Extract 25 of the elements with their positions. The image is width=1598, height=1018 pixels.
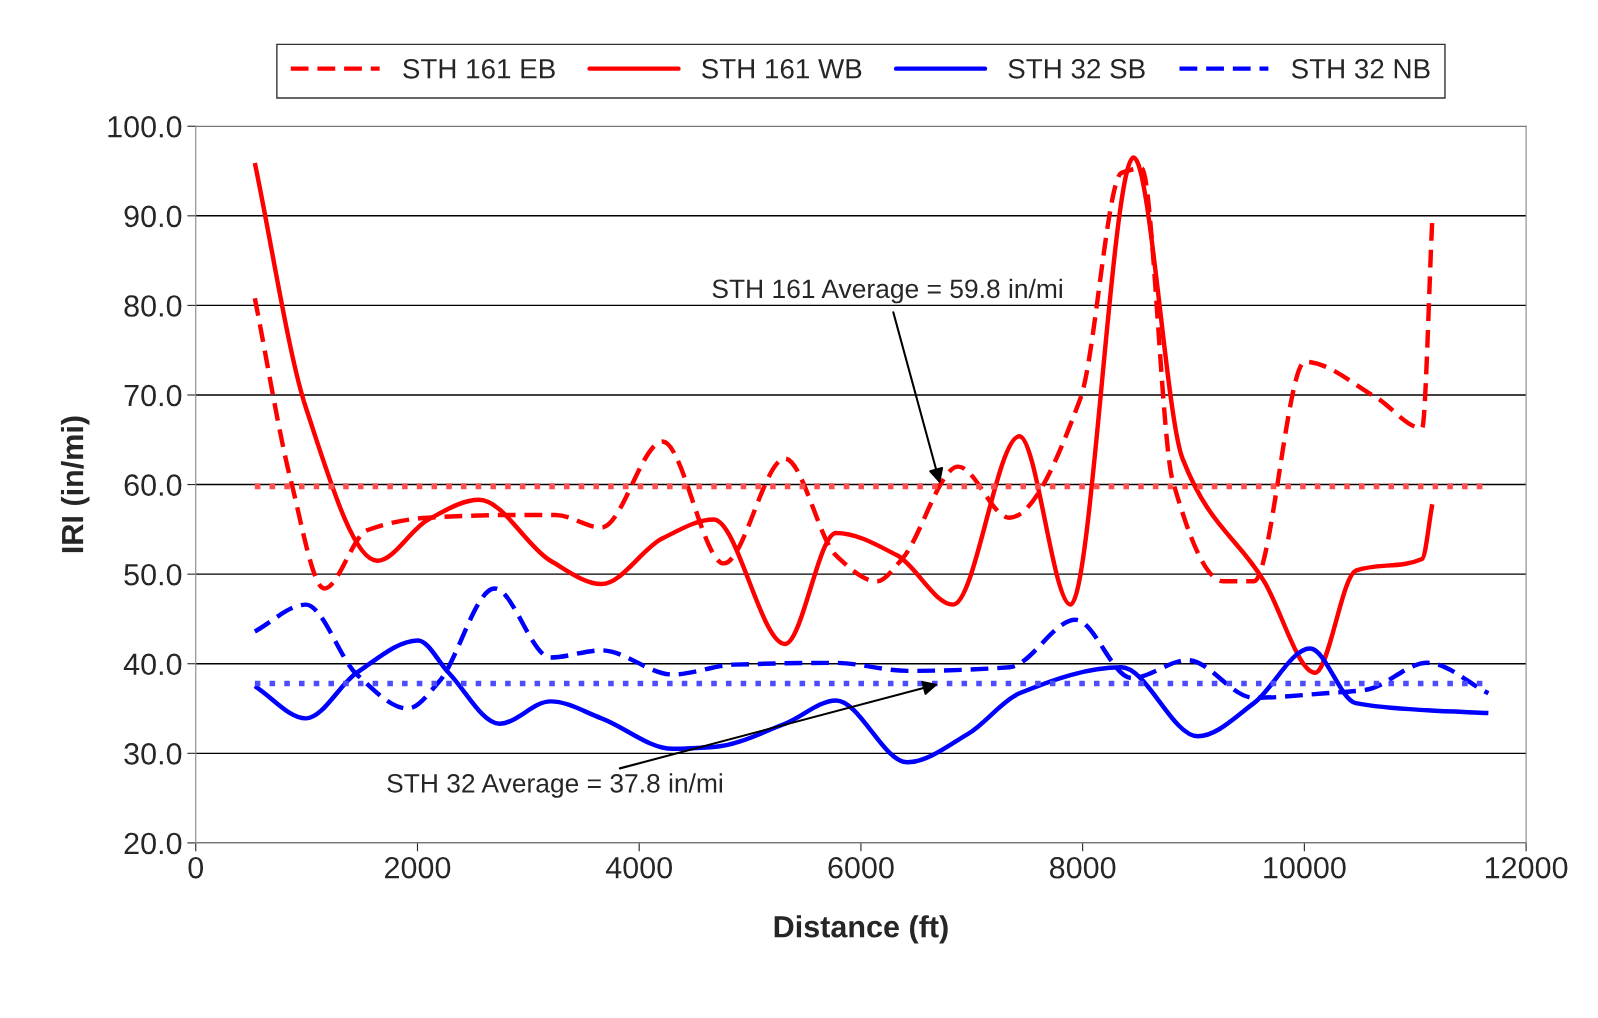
y-tick-label: 100.0 [108,115,182,138]
x-tick-label: 8000 [1049,856,1116,879]
legend-label: STH 32 SB [1008,58,1145,79]
x-tick-label: 2000 [385,856,451,879]
x-tick-label: 12000 [1485,856,1568,879]
line-series [252,155,1435,675]
legend-label: STH 32 NB [1291,58,1430,79]
x-tick-label: 4000 [605,856,672,879]
ref-line-label: STH 161 Average = 59.8 in/mi [712,278,1062,304]
x-tick-label: 10000 [1264,856,1346,879]
y-tick-label: 70.0 [124,384,182,407]
y-tick-label: 60.0 [124,474,182,496]
y-tick-label: 80.0 [124,295,182,317]
y-tick-label: 30.0 [124,743,182,765]
y-tick-label: 90.0 [124,205,182,228]
y-tick-label: 40.0 [123,653,182,676]
legend-label: STH 161 EB [403,58,555,79]
x-tick-label: 0 [188,856,204,879]
y-axis-title: IRI (in/mi) [60,416,90,553]
ref-line-label: STH 32 Average = 37.8 in/mi [387,773,722,798]
x-axis-title: Distance (ft) [774,915,948,944]
x-tick-label: 6000 [828,856,894,879]
legend-label: STH 161 WB [701,58,862,79]
y-tick-label: 50.0 [124,563,182,586]
y-tick-label: 20.0 [124,832,182,855]
